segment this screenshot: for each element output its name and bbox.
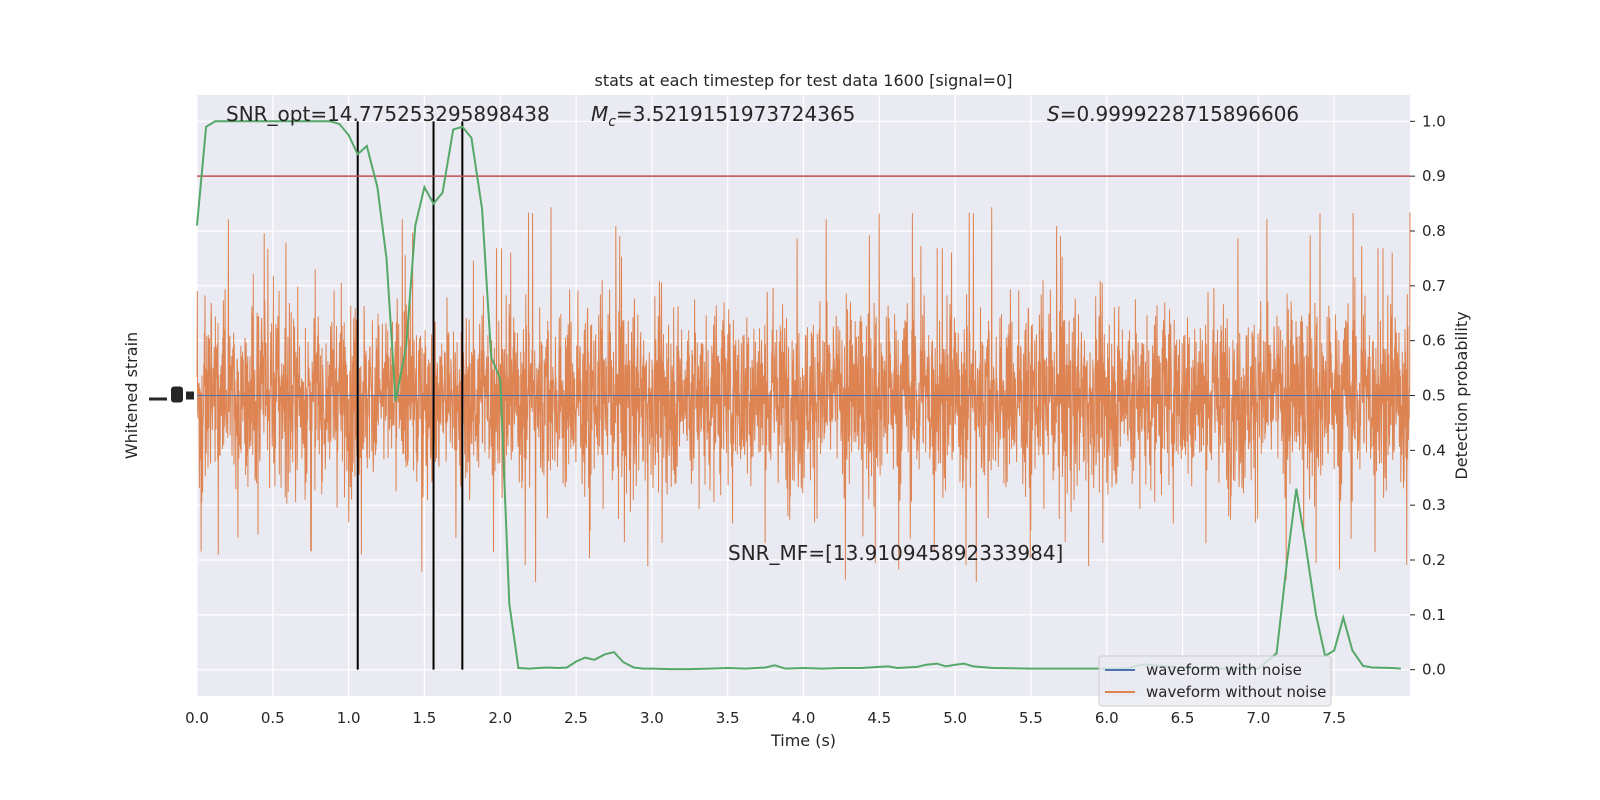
right-tick-label: 0.9 bbox=[1422, 167, 1446, 185]
annotation-chirp-mass: Mc=3.5219151973724365 bbox=[591, 102, 855, 130]
right-tick-label: 0.2 bbox=[1422, 551, 1446, 569]
annotation-mc-subscript: c bbox=[608, 114, 616, 130]
x-tick-label: 4.0 bbox=[792, 709, 816, 727]
x-tick-label: 3.5 bbox=[716, 709, 740, 727]
x-tick-label: 6.5 bbox=[1171, 709, 1195, 727]
right-tick-label: 1.0 bbox=[1422, 112, 1446, 130]
right-tick-label: 0.7 bbox=[1422, 277, 1446, 295]
right-tick-label: 0.0 bbox=[1422, 661, 1446, 679]
annotation-s-value: =0.9999228715896606 bbox=[1060, 102, 1299, 126]
x-tick-label: 0.5 bbox=[261, 709, 285, 727]
strain-noise-line bbox=[196, 207, 1411, 582]
annotation-snr-opt: SNR_opt=14.775253295898438 bbox=[226, 102, 550, 126]
strain-series bbox=[196, 207, 1411, 582]
annotation-s-statistic: S=0.9999228715896606 bbox=[1047, 102, 1299, 126]
legend-entry-waveform-with-noise: waveform with noise bbox=[1146, 661, 1302, 679]
x-tick-label: 0.0 bbox=[185, 709, 209, 727]
x-axis-ticks: 0.0 0.5 1.0 1.5 2.0 2.5 3.0 3.5 4.0 4.5 5.0 5.5 6.0 6… bbox=[185, 709, 1346, 727]
x-tick-label: 3.0 bbox=[640, 709, 664, 727]
annotation-s-symbol: S bbox=[1047, 102, 1060, 126]
left-tick-square bbox=[186, 391, 194, 400]
left-tick-glyph bbox=[171, 386, 183, 403]
x-tick-label: 7.5 bbox=[1322, 709, 1346, 727]
x-tick-label: 4.5 bbox=[867, 709, 891, 727]
right-tick-label: 0.4 bbox=[1422, 441, 1446, 459]
legend: waveform with noise waveform without noi… bbox=[1098, 655, 1332, 707]
chart-title: stats at each timestep for test data 160… bbox=[594, 71, 1012, 90]
right-tick-label: 0.8 bbox=[1422, 222, 1446, 240]
right-tick-label: 0.3 bbox=[1422, 496, 1446, 514]
x-tick-label: 1.5 bbox=[413, 709, 437, 727]
vertical-markers bbox=[356, 121, 464, 670]
x-tick-label: 1.0 bbox=[337, 709, 361, 727]
left-y-axis-ticks-collapsed bbox=[149, 386, 194, 403]
annotation-snr-mf: SNR_MF=[13.910945892333984] bbox=[728, 541, 1063, 565]
x-axis-label: Time (s) bbox=[770, 731, 836, 750]
legend-box bbox=[1098, 655, 1332, 707]
x-tick-label: 2.0 bbox=[488, 709, 512, 727]
right-tick-label: 0.1 bbox=[1422, 606, 1446, 624]
right-y-axis-ticks: 0.0 0.1 0.2 0.3 0.4 0.5 0.6 0.7 0.8 0.9 1.0 bbox=[1410, 112, 1446, 679]
right-tick-label: 0.5 bbox=[1422, 387, 1446, 405]
x-tick-label: 2.5 bbox=[564, 709, 588, 727]
x-tick-label: 7.0 bbox=[1246, 709, 1270, 727]
right-y-axis-label: Detection probability bbox=[1452, 311, 1471, 479]
annotation-mc-value: =3.5219151973724365 bbox=[616, 102, 855, 126]
annotation-mc-symbol: M bbox=[591, 102, 608, 126]
left-y-axis-label: Whitened strain bbox=[122, 332, 141, 459]
x-tick-label: 5.0 bbox=[943, 709, 967, 727]
left-tick-dash bbox=[149, 397, 167, 401]
right-tick-label: 0.6 bbox=[1422, 332, 1446, 350]
legend-entry-waveform-without-noise: waveform without noise bbox=[1146, 683, 1326, 701]
x-tick-label: 5.5 bbox=[1019, 709, 1043, 727]
x-tick-label: 6.0 bbox=[1095, 709, 1119, 727]
